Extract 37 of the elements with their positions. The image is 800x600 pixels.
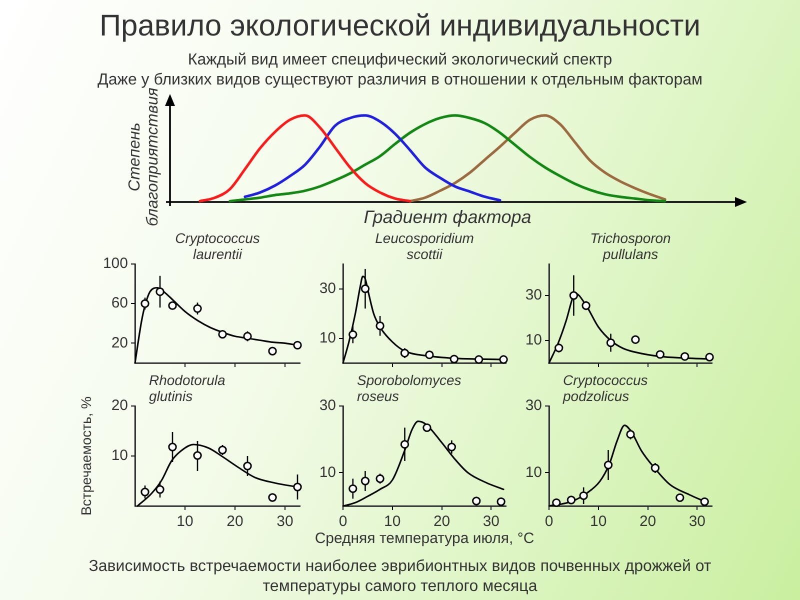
y-tick-label: 30 xyxy=(525,286,542,304)
x-axis-title: Градиент фактора xyxy=(364,207,532,227)
x-tick-label: 10 xyxy=(384,513,401,530)
y-tick-label: 30 xyxy=(525,397,542,414)
x-tick-label: 20 xyxy=(226,513,244,530)
x-tick-label: 20 xyxy=(639,513,656,530)
y-tick-label: 20 xyxy=(111,334,128,352)
x-tick-label: 0 xyxy=(544,513,554,530)
x-tick-label: 30 xyxy=(482,513,500,530)
chart-title: Cryptococcus podzolicus xyxy=(562,372,648,404)
y-tick-label: 60 xyxy=(111,294,128,312)
y-tick-label: 100 xyxy=(102,255,128,272)
text: Даже у близких видов существуют различия в отношении к отдельным факторам xyxy=(98,71,702,88)
y-tick-label: 10 xyxy=(525,464,542,481)
text: Каждый вид имеет специфический экологический спектр xyxy=(188,51,612,68)
y-tick-label: 30 xyxy=(319,280,336,297)
x-tick-label: 20 xyxy=(433,513,450,530)
chart-title: Правило экологической индивидуальности xyxy=(99,9,701,42)
y-tick-label: 10 xyxy=(319,464,336,481)
y-tick-label: 10 xyxy=(525,332,542,349)
text: Зависимость встречаемости наиболее эврибионтных видов почвенных дрожжей от температуры самого теплого месяца xyxy=(88,557,712,597)
x-axis-title: Средняя температура июля, °C xyxy=(314,530,534,547)
chart-title: Sporobolomyces roseus xyxy=(357,372,462,404)
y-tick-label: 10 xyxy=(319,329,336,346)
chart-title: Leucosporidium scottii xyxy=(375,230,474,262)
y-tick-label: 20 xyxy=(111,397,128,414)
y-tick-label: 10 xyxy=(111,447,128,464)
chart-title: Rhodotorula glutinis xyxy=(149,372,226,404)
x-tick-label: 30 xyxy=(276,513,294,530)
x-tick-label: 0 xyxy=(338,513,348,530)
chart-title: Trichosporon pullulans xyxy=(590,230,672,262)
x-tick-label: 10 xyxy=(176,513,194,530)
y-tick-label: 30 xyxy=(319,397,336,414)
y-axis-title: Встречаемость, % xyxy=(78,396,94,516)
x-tick-label: 30 xyxy=(688,513,706,530)
x-tick-label: 10 xyxy=(590,513,607,530)
y-axis-title: Степень благоприятствия xyxy=(126,87,162,226)
